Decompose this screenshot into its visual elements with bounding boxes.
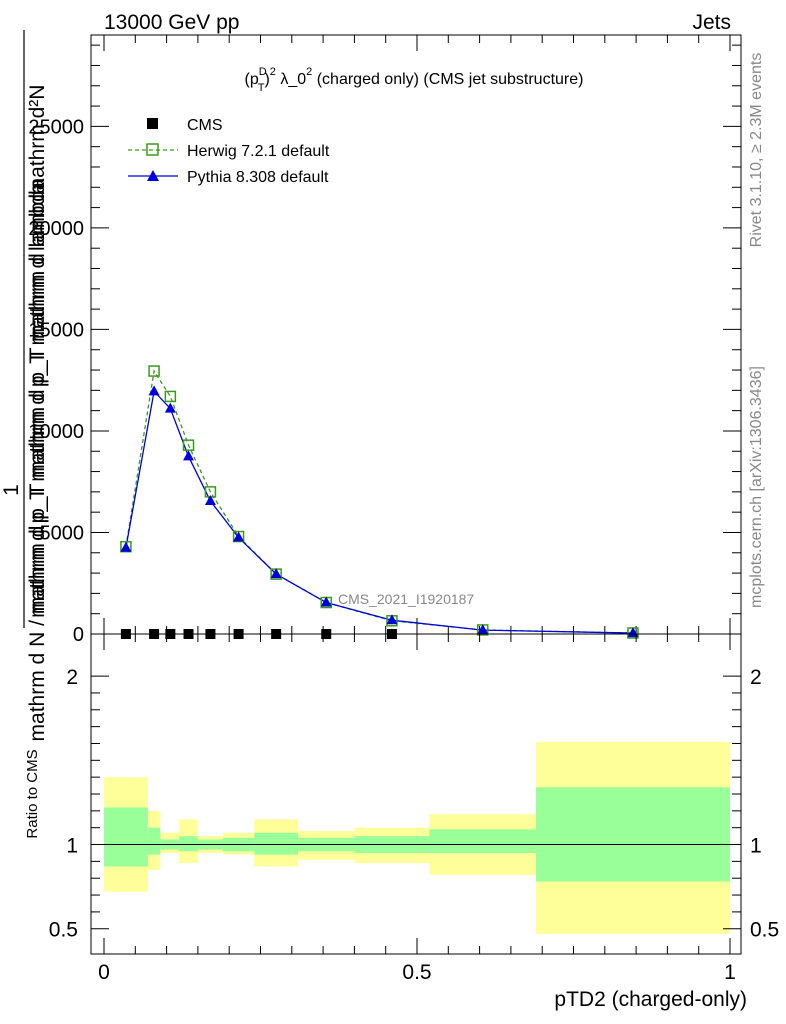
legend: CMS Herwig 7.2.1 default Pythia 8.308 de… bbox=[128, 117, 330, 186]
ratio-ytick-label-left: 1 bbox=[66, 835, 78, 858]
ratio-band-inner bbox=[535, 787, 730, 882]
ratio-band-inner bbox=[179, 836, 198, 852]
ratio-band-inner bbox=[429, 829, 536, 853]
title-sup3: 2 bbox=[306, 66, 312, 78]
ratio-band-inner bbox=[147, 827, 161, 855]
ratio-ytick-label-right: 0.5 bbox=[750, 919, 779, 942]
title-sup1: D bbox=[259, 66, 267, 78]
ratio-ytick-label-left: 2 bbox=[66, 666, 78, 689]
herwig-point bbox=[182, 439, 195, 451]
legend-herwig-marker bbox=[146, 143, 159, 156]
main-ytick-label: 5000 bbox=[40, 522, 85, 544]
title-part-c: λ_0 bbox=[276, 71, 306, 88]
pythia-point bbox=[233, 531, 245, 542]
legend-cms-label: CMS bbox=[187, 117, 223, 134]
pythia-point bbox=[164, 402, 176, 413]
ratio-ytick-label-right: 2 bbox=[750, 666, 762, 689]
pythia-point bbox=[183, 450, 195, 461]
header-right-label: Jets bbox=[692, 11, 731, 34]
ratio-band-inner bbox=[254, 832, 299, 855]
legend-herwig-label: Herwig 7.2.1 default bbox=[187, 143, 330, 160]
pythia-point bbox=[320, 596, 332, 607]
title-part-a: (p bbox=[245, 71, 259, 88]
x-tick-label: 0.5 bbox=[402, 961, 431, 984]
main-ytick-label: 20000 bbox=[28, 218, 84, 240]
main-ytick-label: 10000 bbox=[28, 421, 84, 443]
herwig-point bbox=[164, 390, 177, 403]
pythia-point bbox=[477, 624, 489, 635]
pythia-point bbox=[386, 614, 398, 625]
main-ytick-label: 0 bbox=[73, 624, 84, 646]
ratio-panel: 0.5 0.51 12 2 0 0.5 1 bbox=[49, 633, 779, 984]
herwig-point bbox=[148, 365, 160, 377]
legend-pythia-marker bbox=[147, 170, 159, 181]
pythia-point bbox=[148, 385, 160, 396]
title-part-b: ) bbox=[264, 71, 269, 88]
ratio-band-inner bbox=[104, 807, 148, 867]
pythia-point bbox=[120, 541, 132, 552]
analysis-watermark: CMS_2021_I1920187 bbox=[338, 591, 474, 607]
main-ylabel-top: mathrm d²N bbox=[26, 85, 49, 196]
ratio-ylabel: Ratio to CMS bbox=[24, 749, 41, 838]
main-ylabel-mid: mathrm d p_T mathrm d p_T mathrm d lambd… bbox=[26, 182, 49, 618]
ratio-ytick-label-left: 0.5 bbox=[49, 919, 78, 942]
legend-pythia-label: Pythia 8.308 default bbox=[187, 169, 329, 186]
main-panel: 0 5000 10000 15000 20000 25000 bbox=[28, 34, 742, 646]
pythia-point bbox=[270, 568, 282, 579]
ratio-bands bbox=[104, 741, 730, 934]
main-ytick-label: 25000 bbox=[28, 116, 84, 138]
pythia-point bbox=[204, 495, 216, 506]
header-left-label: 13000 GeV pp bbox=[104, 11, 239, 34]
main-ytick-label: 15000 bbox=[28, 319, 84, 341]
legend-cms-marker bbox=[147, 118, 158, 129]
main-ylabel-bottom: mathrm d N / mathrm d p_T mathrm d p_T m… bbox=[26, 178, 49, 741]
ratio-ytick-label-right: 1 bbox=[750, 835, 762, 858]
title-sub1: T bbox=[258, 82, 265, 94]
ratio-frame bbox=[90, 633, 742, 955]
title-part-d: (charged only) (CMS jet substructure) bbox=[312, 71, 583, 88]
x-tick-label: 1 bbox=[724, 961, 736, 984]
rivet-label: Rivet 3.1.10, ≥ 2.3M events bbox=[748, 53, 765, 248]
ratio-y-ticks: 0.5 0.5 1 1 2 2 bbox=[49, 666, 779, 942]
x-axis-label: pTD2 (charged-only) bbox=[554, 988, 747, 1011]
title-sup2: 2 bbox=[270, 66, 276, 78]
ratio-x-ticks: 0 0.5 1 bbox=[98, 634, 736, 984]
chart-title: (pD T)2 λ_02 (charged only) (CMS jet subs… bbox=[245, 66, 584, 94]
main-ylabel-one: 1 bbox=[0, 484, 23, 496]
x-tick-label: 0 bbox=[98, 961, 110, 984]
mcplots-label: mcplots.cern.ch [arXiv:1306.3436] bbox=[748, 366, 765, 608]
main-y-ticks: 0 5000 10000 15000 20000 25000 bbox=[28, 35, 741, 646]
